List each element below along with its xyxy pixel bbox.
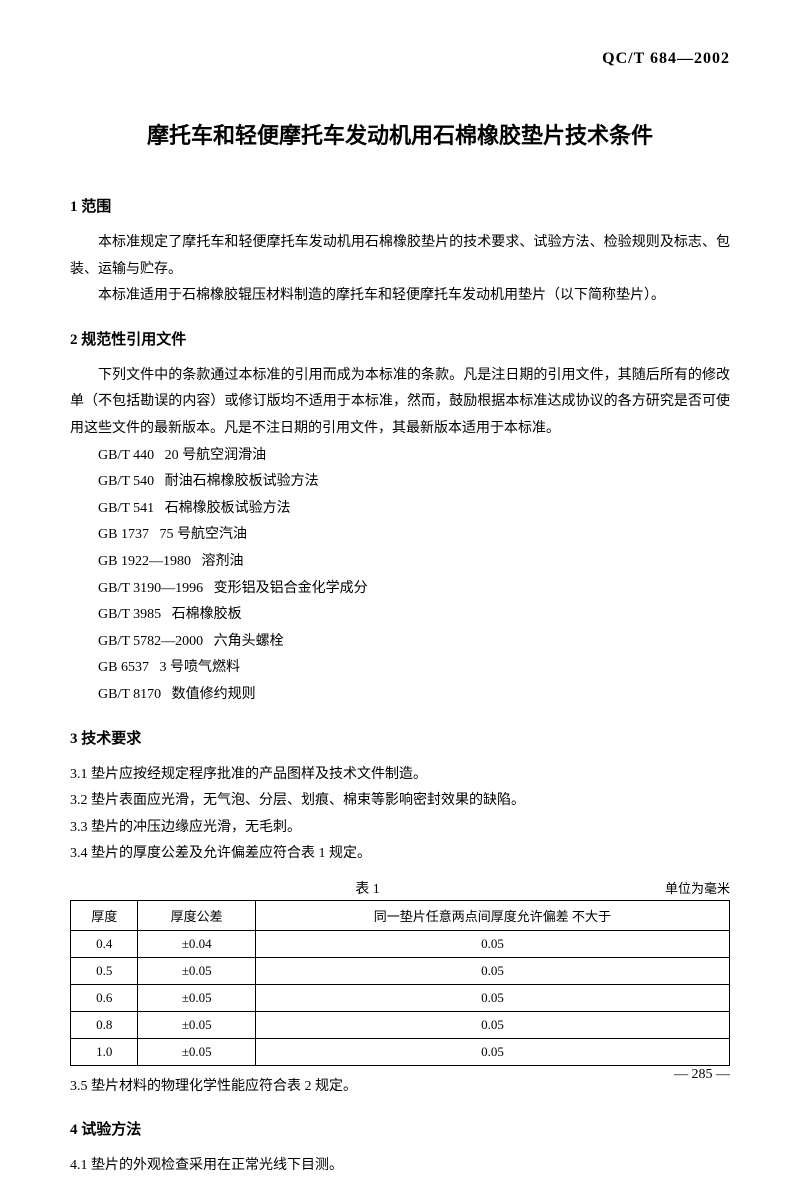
table-row: 1.0 ±0.05 0.05 — [71, 1038, 730, 1065]
col-deviation: 同一垫片任意两点间厚度允许偏差 不大于 — [255, 900, 729, 930]
col-tolerance: 厚度公差 — [138, 900, 255, 930]
req-item: 3.4 垫片的厚度公差及允许偏差应符合表 1 规定。 — [70, 841, 730, 868]
table-row: 0.5 ±0.05 0.05 — [71, 957, 730, 984]
cell: ±0.05 — [138, 957, 255, 984]
section-1-para-1: 本标准规定了摩托车和轻便摩托车发动机用石棉橡胶垫片的技术要求、试验方法、检验规则… — [70, 230, 730, 283]
cell: 0.4 — [71, 930, 138, 957]
req-item: 3.2 垫片表面应光滑，无气泡、分层、划痕、棉束等影响密封效果的缺陷。 — [70, 788, 730, 815]
col-thickness: 厚度 — [71, 900, 138, 930]
req-item: 3.1 垫片应按经规定程序批准的产品图样及技术文件制造。 — [70, 762, 730, 789]
ref-item: GB/T 440 20 号航空润滑油 — [98, 443, 730, 470]
table-row: 0.4 ±0.04 0.05 — [71, 930, 730, 957]
document-title: 摩托车和轻便摩托车发动机用石棉橡胶垫片技术条件 — [70, 118, 730, 150]
table-row: 0.8 ±0.05 0.05 — [71, 1011, 730, 1038]
ref-item: GB/T 3985 石棉橡胶板 — [98, 602, 730, 629]
table-1-caption: 表 1 — [70, 878, 665, 898]
cell: ±0.05 — [138, 1038, 255, 1065]
cell: 0.05 — [255, 957, 729, 984]
test-item: 4.1 垫片的外观检查采用在正常光线下目测。 — [70, 1153, 730, 1180]
reference-list: GB/T 440 20 号航空润滑油 GB/T 540 耐油石棉橡胶板试验方法 … — [70, 443, 730, 709]
cell: 0.05 — [255, 1011, 729, 1038]
ref-item: GB 1922—1980 溶剂油 — [98, 549, 730, 576]
req-item: 3.3 垫片的冲压边缘应光滑，无毛刺。 — [70, 815, 730, 842]
cell: 0.05 — [255, 930, 729, 957]
ref-item: GB 1737 75 号航空汽油 — [98, 522, 730, 549]
section-3-heading: 3 技术要求 — [70, 727, 730, 748]
section-4-heading: 4 试验方法 — [70, 1118, 730, 1139]
cell: 0.05 — [255, 984, 729, 1011]
table-1-unit: 单位为毫米 — [665, 878, 730, 897]
section-2-heading: 2 规范性引用文件 — [70, 328, 730, 349]
table-1-caption-row: 表 1 单位为毫米 — [70, 878, 730, 898]
section-1-para-2: 本标准适用于石棉橡胶辊压材料制造的摩托车和轻便摩托车发动机用垫片（以下简称垫片）… — [70, 283, 730, 310]
ref-item: GB 6537 3 号喷气燃料 — [98, 655, 730, 682]
cell: 0.8 — [71, 1011, 138, 1038]
cell: 0.05 — [255, 1038, 729, 1065]
ref-item: GB/T 540 耐油石棉橡胶板试验方法 — [98, 469, 730, 496]
page-number: — 285 — — [674, 1067, 730, 1083]
ref-item: GB/T 5782—2000 六角头螺栓 — [98, 629, 730, 656]
ref-item: GB/T 3190—1996 变形铝及铝合金化学成分 — [98, 576, 730, 603]
ref-item: GB/T 8170 数值修约规则 — [98, 682, 730, 709]
cell: ±0.05 — [138, 1011, 255, 1038]
cell: ±0.04 — [138, 930, 255, 957]
table-row: 0.6 ±0.05 0.05 — [71, 984, 730, 1011]
table-1-body: 0.4 ±0.04 0.05 0.5 ±0.05 0.05 0.6 ±0.05 … — [71, 930, 730, 1065]
standard-code: QC/T 684—2002 — [70, 50, 730, 68]
cell: ±0.05 — [138, 984, 255, 1011]
table-header-row: 厚度 厚度公差 同一垫片任意两点间厚度允许偏差 不大于 — [71, 900, 730, 930]
cell: 1.0 — [71, 1038, 138, 1065]
ref-item: GB/T 541 石棉橡胶板试验方法 — [98, 496, 730, 523]
cell: 0.6 — [71, 984, 138, 1011]
table-1: 厚度 厚度公差 同一垫片任意两点间厚度允许偏差 不大于 0.4 ±0.04 0.… — [70, 900, 730, 1066]
cell: 0.5 — [71, 957, 138, 984]
section-1-heading: 1 范围 — [70, 195, 730, 216]
req-item: 3.5 垫片材料的物理化学性能应符合表 2 规定。 — [70, 1074, 730, 1101]
section-2-para-1: 下列文件中的条款通过本标准的引用而成为本标准的条款。凡是注日期的引用文件，其随后… — [70, 363, 730, 443]
